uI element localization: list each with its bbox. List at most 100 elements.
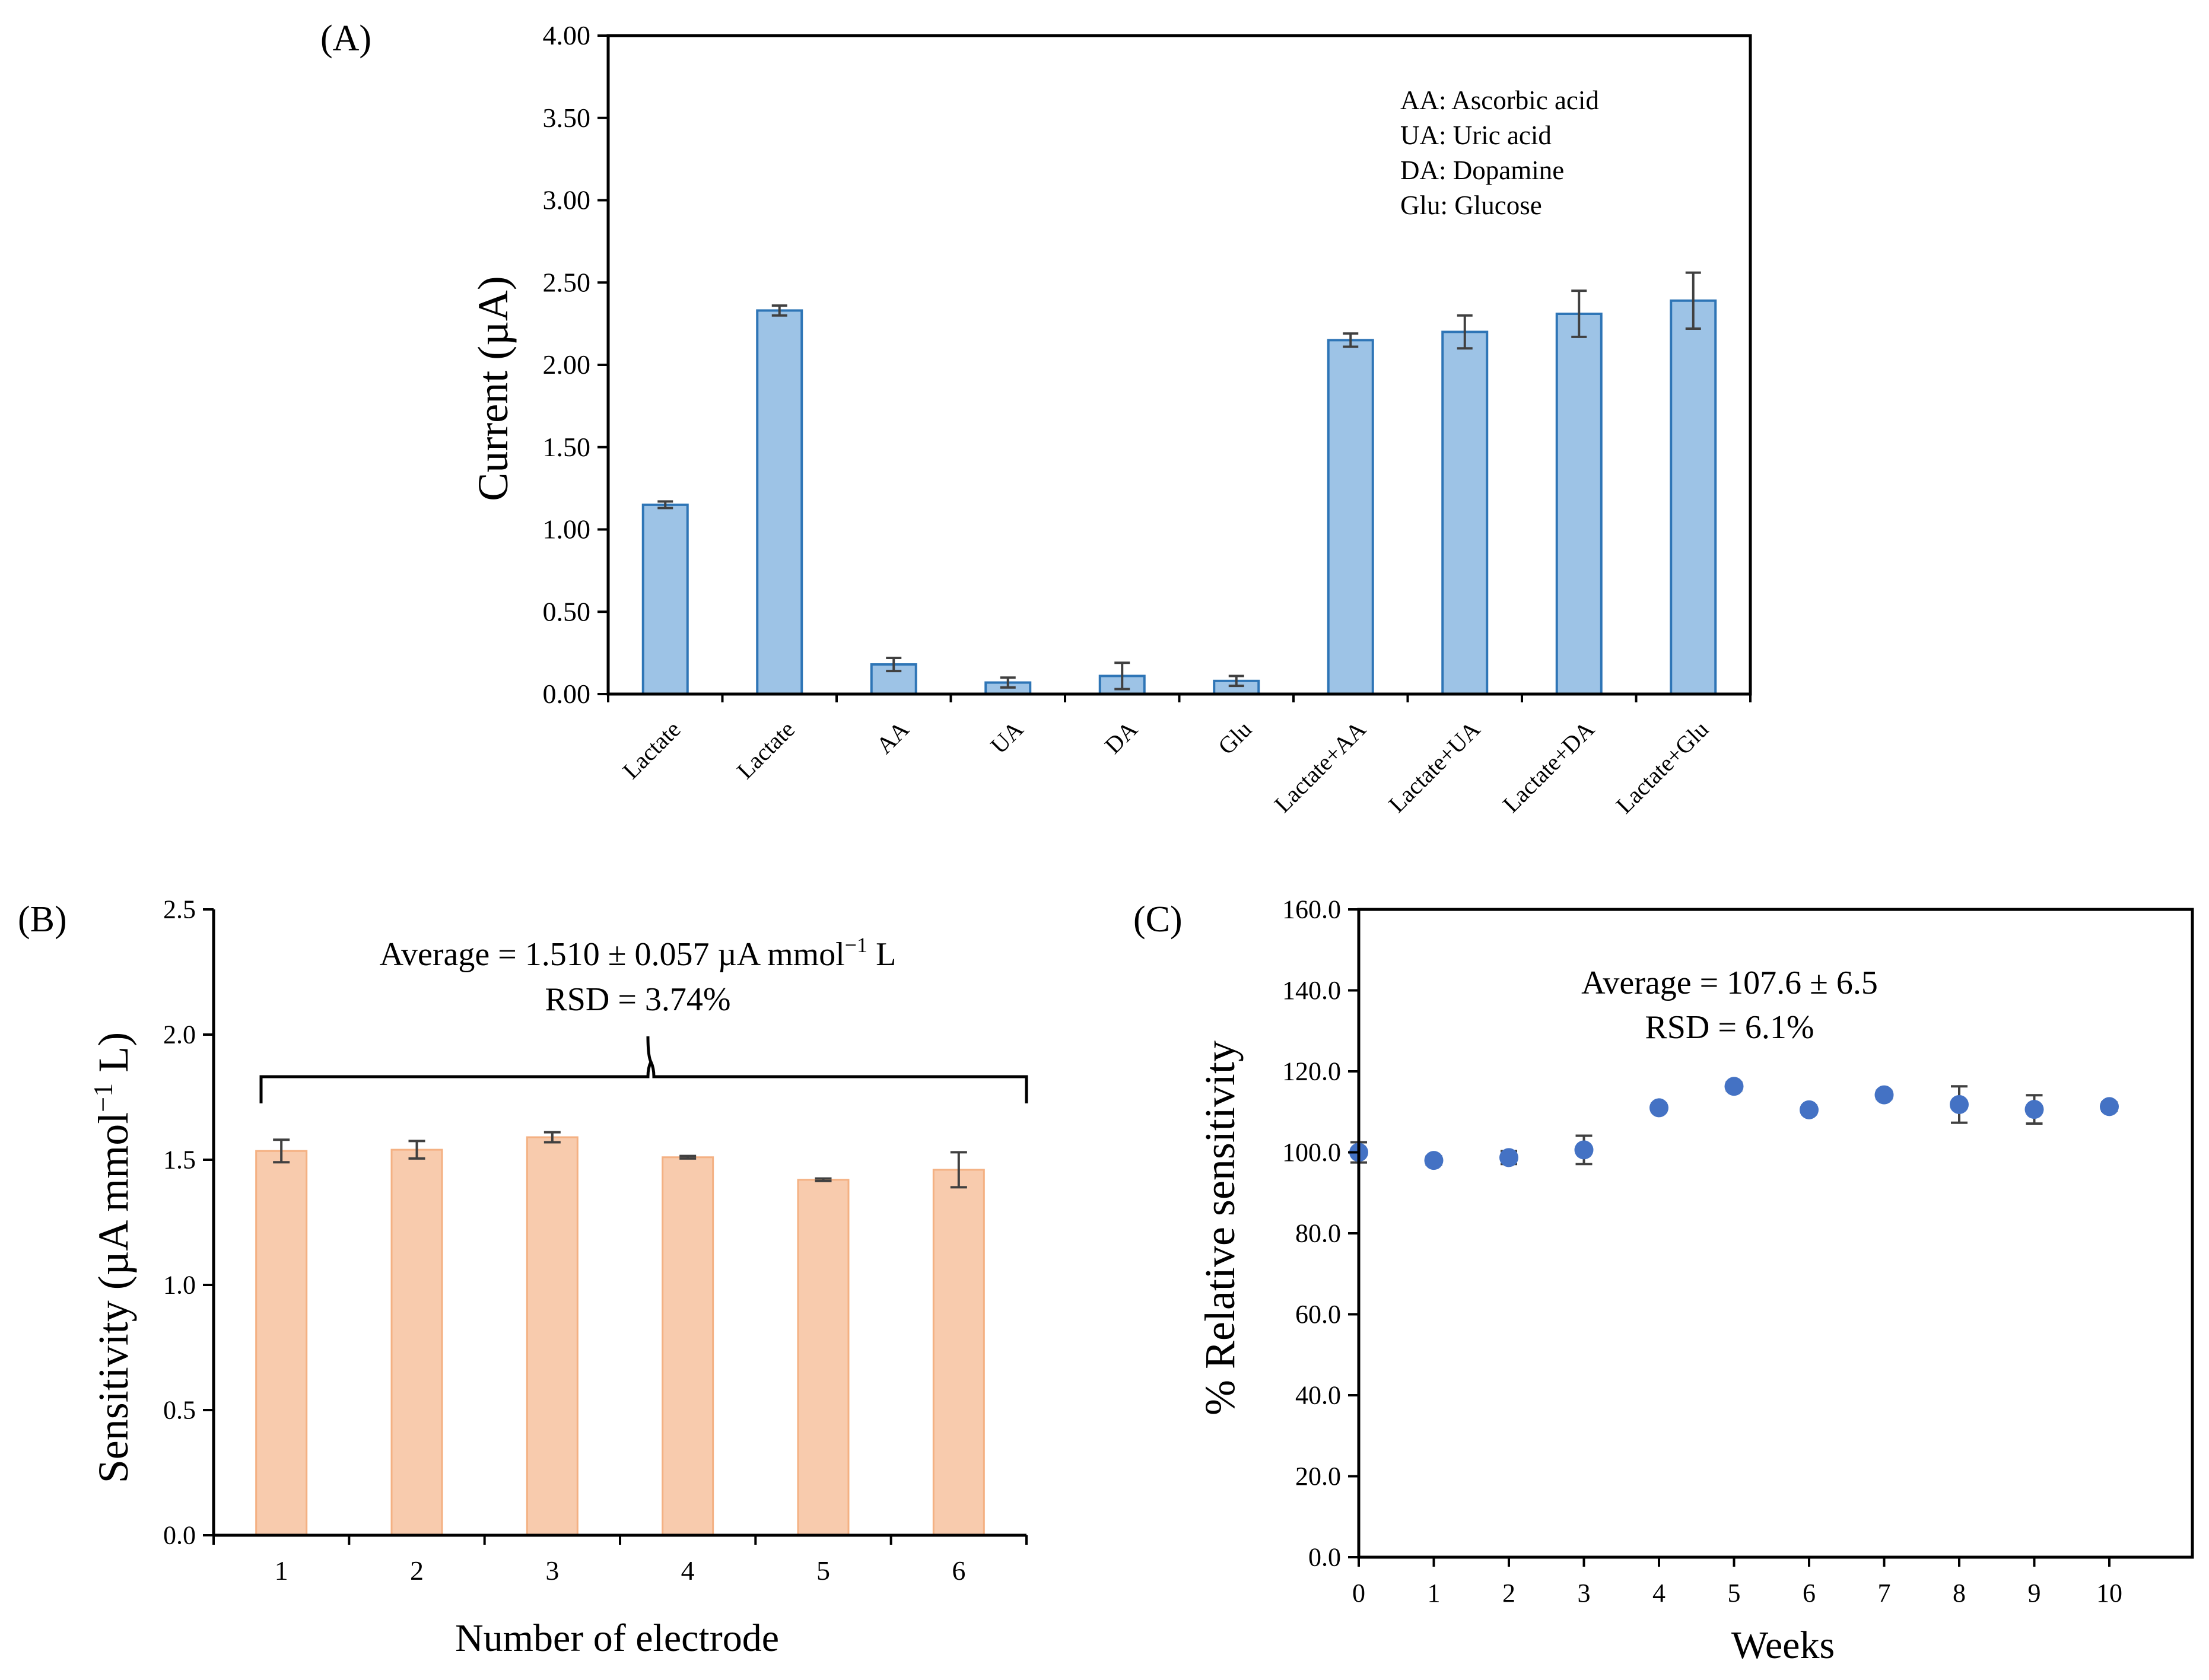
panel-c-y-tick-label: 20.0 [1295, 1462, 1341, 1491]
panel-a-x-tick-label: Lactate [732, 716, 800, 784]
panel-c-y-tick-label: 120.0 [1282, 1057, 1341, 1086]
panel-c-data-point [1424, 1151, 1444, 1170]
panel-b-bar [932, 1169, 985, 1536]
panel-b-average-text: Average = 1.510 ± 0.057 µA mmol [380, 936, 845, 973]
panel-b-y-tick-label: 0.5 [163, 1396, 196, 1425]
panel-b-y-tick-label: 1.0 [163, 1271, 196, 1300]
panel-c-x-axis-label: Weeks [1731, 1624, 1835, 1667]
panel-a-bar [1327, 339, 1374, 695]
panel-b-label: (B) [18, 899, 67, 940]
panel-b-bar [526, 1136, 579, 1536]
panel-c-x-tick-label: 5 [1728, 1579, 1741, 1608]
panel-b-rsd-annotation: RSD = 3.74% [545, 981, 730, 1018]
panel-c-data-point [1649, 1098, 1668, 1118]
panel-a-x-tick-label: Lactate+DA [1498, 715, 1600, 817]
panel-a-y-tick-label: 0.50 [543, 596, 591, 626]
panel-b-bars [255, 1136, 985, 1536]
panel-c-data-point [1499, 1148, 1518, 1167]
panel-c-x-tick-label: 10 [2096, 1579, 2122, 1608]
panel-b-y-axis-label-sup: −1 [88, 1083, 118, 1112]
panel-b-y-tick-label: 2.5 [163, 895, 196, 924]
panel-a-axes [597, 34, 1752, 702]
panel-c-x-tick-label: 8 [1953, 1579, 1966, 1608]
panel-a-x-tick-label: AA [871, 715, 914, 759]
panel-a: (A) 0.00 0.50 1.00 1.50 2.00 2.50 3.00 3.50 4.00… [320, 18, 1752, 819]
panel-a-x-tick-label: Lactate+UA [1383, 715, 1485, 817]
panel-a-label: (A) [320, 18, 371, 59]
panel-c-y-tick-label: 100.0 [1282, 1138, 1341, 1167]
panel-c-axes [1348, 908, 2194, 1567]
panel-a-y-tick-label: 1.00 [543, 514, 591, 545]
panel-c-rsd-annotation: RSD = 6.1% [1645, 1009, 1814, 1046]
panel-b-x-axis-label: Number of electrode [455, 1617, 779, 1660]
panel-c-y-tick-label: 160.0 [1282, 895, 1341, 924]
panel-a-y-tick-label: 3.50 [543, 103, 591, 133]
panel-b-brace [259, 1036, 1028, 1103]
panel-c-points [1349, 1077, 2119, 1170]
panel-a-y-axis-label: Current (µA) [469, 276, 517, 501]
panel-b-x-tick-label: 5 [816, 1555, 830, 1586]
panel-a-bar [641, 503, 689, 695]
legend-note-ua: UA: Uric acid [1400, 120, 1552, 150]
panel-a-x-tick-label: Glu [1213, 716, 1257, 760]
legend-note-aa: AA: Ascorbic acid [1400, 85, 1599, 115]
panel-b-axes [203, 908, 1028, 1545]
panel-c-x-tick-label: 4 [1652, 1579, 1666, 1608]
panel-b-x-tick-label: 3 [545, 1555, 559, 1586]
panel-c-data-point [1574, 1140, 1594, 1160]
panel-b-average-sup: −1 [845, 933, 867, 957]
panel-c-data-point [1724, 1077, 1744, 1096]
panel-b-y-axis-label-end: L) [90, 1032, 137, 1083]
panel-b-bar [255, 1150, 308, 1536]
panel-b-x-tick-label: 1 [275, 1555, 288, 1586]
panel-b-y-axis-label: Sensitivity (µA mmol−1 L) [88, 1032, 137, 1483]
legend-note-glu: Glu: Glucose [1400, 190, 1542, 220]
panel-c-data-point [2024, 1100, 2044, 1119]
panel-b-x-tick-labels: 1 2 3 4 5 6 [275, 1555, 966, 1586]
panel-a-y-tick-label: 3.00 [543, 185, 591, 215]
panel-a-y-tick-label: 2.00 [543, 349, 591, 380]
panel-a-bar [756, 309, 803, 695]
panel-b-bar [390, 1148, 443, 1536]
panel-c-data-point [1874, 1085, 1894, 1105]
panel-c-x-tick-label: 0 [1352, 1579, 1365, 1608]
panel-c-y-tick-label: 40.0 [1295, 1381, 1341, 1410]
panel-c-y-axis-label: % Relative sensitivity [1196, 1041, 1244, 1415]
panel-c-data-point [1800, 1100, 1819, 1119]
panel-a-y-tick-label: 4.00 [543, 20, 591, 50]
panel-c-y-tick-labels: 0.0 20.0 40.0 60.0 80.0 100.0 120.0 140.0 160.0 [1282, 895, 1341, 1572]
panel-c-y-tick-label: 140.0 [1282, 976, 1341, 1005]
panel-c-data-point [2100, 1097, 2119, 1116]
panel-c-data-point [1950, 1094, 1969, 1114]
panel-b-error-bars [273, 1131, 967, 1189]
panel-a-y-tick-labels: 0.00 0.50 1.00 1.50 2.00 2.50 3.00 3.50 4.00 [543, 20, 591, 709]
panel-a-y-tick-label: 2.50 [543, 267, 591, 297]
panel-a-bar [1441, 330, 1489, 695]
panel-c-x-tick-labels: 0 1 2 3 4 5 6 7 8 9 10 [1352, 1579, 2122, 1608]
panel-b-average-annotation: Average = 1.510 ± 0.057 µA mmol−1 L [380, 933, 897, 973]
panel-c-label: (C) [1133, 899, 1183, 940]
panel-b-x-tick-label: 2 [410, 1555, 424, 1586]
panel-c-x-tick-label: 3 [1578, 1579, 1591, 1608]
panel-c: (C) 0.020.040.060.080.0100.0120.0140.016… [1133, 895, 2194, 1667]
panel-b-bar [797, 1179, 850, 1536]
panel-a-x-tick-label: DA [1099, 715, 1143, 759]
panel-b-y-tick-labels: 0.0 0.5 1.0 1.5 2.0 2.5 [163, 895, 196, 1550]
panel-a-x-tick-label: Lactate [618, 716, 686, 784]
panel-a-error-bars [657, 271, 1701, 691]
panel-b-x-tick-label: 4 [681, 1555, 695, 1586]
panel-a-y-tick-label: 0.00 [543, 679, 591, 709]
panel-a-bar [1555, 312, 1603, 695]
panel-c-x-tick-label: 2 [1502, 1579, 1515, 1608]
panel-c-plot-frame [1357, 908, 2194, 1559]
panel-c-y-tick-label: 60.0 [1295, 1300, 1341, 1329]
panel-b-x-tick-label: 6 [952, 1555, 965, 1586]
panel-c-x-tick-label: 9 [2028, 1579, 2041, 1608]
panel-b: (B) 0.0 0.5 1.0 1.5 2.0 2.5 1 2 3 4 5 6 Sensitivit… [18, 895, 1028, 1660]
panel-c-x-tick-label: 1 [1428, 1579, 1441, 1608]
panel-c-y-tick-label: 0.0 [1308, 1543, 1341, 1572]
panel-c-x-tick-label: 7 [1878, 1579, 1891, 1608]
panel-a-x-tick-labels: Lactate Lactate AA UA DA Glu Lactate+AA Lactate… [618, 715, 1714, 818]
panel-c-average-annotation: Average = 107.6 ± 6.5 [1581, 965, 1878, 1001]
